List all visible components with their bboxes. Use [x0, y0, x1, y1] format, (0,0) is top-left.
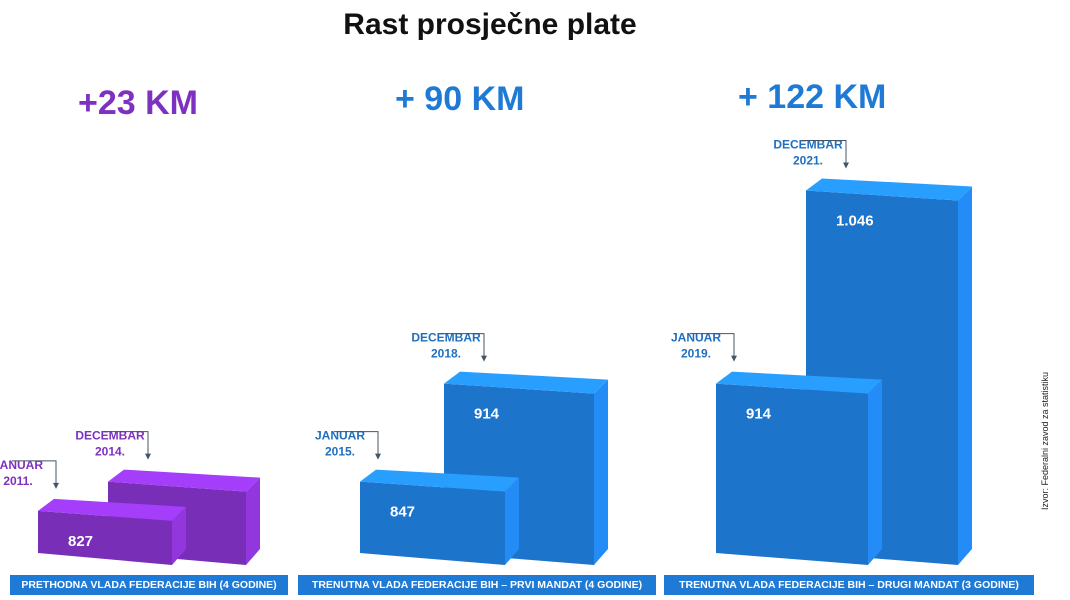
date-label-line: 2015. — [325, 445, 355, 459]
date-label-line: JANUAR — [315, 429, 365, 443]
bar-side — [505, 477, 519, 565]
date-arrow-line — [12, 460, 57, 487]
date-arrow-line — [440, 333, 485, 360]
date-label-line: JANUAR — [0, 458, 43, 472]
date-label-line: DECEMBAR — [75, 429, 145, 443]
date-label-line: 2019. — [681, 347, 711, 361]
bar-top — [108, 469, 260, 492]
date-arrow-head — [375, 453, 381, 460]
date-arrow-line — [334, 431, 379, 458]
date-arrow-line — [690, 333, 735, 360]
date-label-line: JANUAR — [671, 331, 721, 345]
bar-top — [806, 178, 972, 201]
bar-top — [444, 371, 608, 394]
bar-side — [594, 379, 608, 565]
group-label-second-mandate: TRENUTNA VLADA FEDERACIJE BIH – DRUGI MA… — [664, 575, 1034, 595]
chart-title: Rast prosječne plate — [343, 8, 637, 41]
bar-side — [246, 477, 260, 565]
bar-value-label: 847 — [390, 504, 415, 521]
date-arrow-line — [802, 139, 847, 167]
bar-side — [172, 506, 186, 565]
date-arrow-head — [481, 355, 487, 362]
date-arrow-head — [53, 482, 59, 489]
date-arrow-head — [731, 355, 737, 362]
date-label-line: 2021. — [793, 153, 823, 167]
bar-top — [716, 371, 882, 394]
date-arrow-head — [843, 162, 849, 169]
date-arrow-line — [104, 431, 149, 458]
bar-value-label: 914 — [474, 406, 500, 423]
bar-side — [868, 379, 882, 565]
bar-value-label: 827 — [68, 533, 93, 550]
bar-value-label: 914 — [746, 406, 772, 423]
bar-group-1-0: 847 — [360, 469, 519, 565]
date-arrow-head — [145, 453, 151, 460]
delta-label-first-mandate: + 90 KM — [395, 80, 525, 118]
source-note: Izvor: Federalni zavod za statistiku — [1040, 371, 1050, 510]
bar-value-label: 1.046 — [836, 212, 874, 229]
bar-front — [360, 481, 505, 565]
date-label-line: DECEMBAR — [411, 331, 481, 345]
group-label-previous: PRETHODNA VLADA FEDERACIJE BIH (4 GODINE… — [10, 575, 288, 595]
bar-side — [958, 186, 972, 565]
delta-label-second-mandate: + 122 KM — [738, 78, 887, 116]
delta-label-previous: +23 KM — [78, 84, 198, 122]
bar-group-2-0: 914 — [716, 371, 882, 565]
bar-front — [716, 383, 868, 565]
bar-top — [38, 498, 186, 521]
bar-front — [38, 510, 172, 565]
date-label-line: 2014. — [95, 445, 125, 459]
bar-top — [360, 469, 519, 492]
date-label-line: 2011. — [3, 474, 32, 488]
date-label-line: DECEMBAR — [773, 137, 843, 151]
date-label-line: 2018. — [431, 347, 461, 361]
bar-group-0-0: 827 — [38, 498, 186, 565]
group-label-first-mandate: TRENUTNA VLADA FEDERACIJE BIH – PRVI MAN… — [298, 575, 656, 595]
